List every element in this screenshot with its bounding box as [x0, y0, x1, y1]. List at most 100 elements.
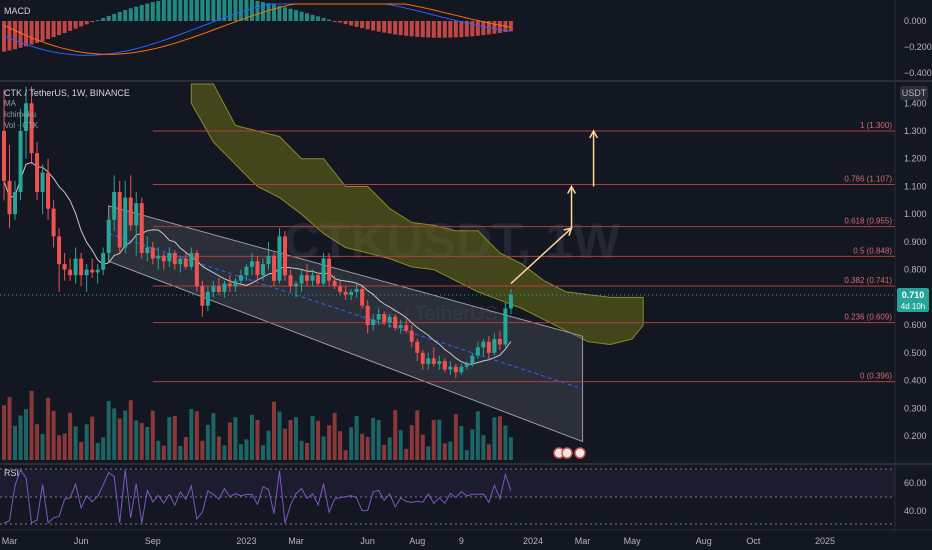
macd-histogram-bar [343, 21, 348, 25]
legend-ichimoku: Ichimoku [4, 110, 36, 119]
macd-histogram-bar [299, 11, 304, 21]
volume-bar [238, 444, 243, 460]
ichimoku-cloud [190, 83, 644, 346]
volume-bar [167, 417, 172, 460]
volume-bar [271, 401, 276, 460]
cloud-area [190, 83, 644, 346]
volume-bar [354, 415, 359, 460]
volume-bar [393, 410, 398, 460]
event-icons[interactable] [553, 447, 586, 459]
macd-histogram-bar [156, 0, 161, 22]
macd-histogram-bar [492, 21, 497, 34]
macd-histogram-bar [310, 14, 315, 21]
price-tick-label: 0.400 [904, 376, 927, 386]
price-tick-label: 1.200 [904, 154, 927, 164]
macd-histogram-bar [332, 21, 337, 22]
candle-body [244, 266, 249, 276]
volume-bar [310, 416, 315, 460]
time-axis-label: 2024 [523, 536, 543, 546]
volume-bar [305, 443, 310, 460]
volume-bar [459, 425, 464, 460]
volume-bar [46, 397, 51, 460]
volume-bar [183, 437, 188, 460]
currency-badge[interactable] [900, 86, 928, 100]
target-arrow-head [567, 184, 577, 194]
macd-histogram-bar [288, 8, 293, 21]
event-flag-icon[interactable] [561, 447, 573, 459]
candle-body [150, 247, 155, 259]
macd-histogram-bar [57, 21, 62, 36]
time-axis-label: Aug [696, 536, 712, 546]
price-tick-label: 1.000 [904, 209, 927, 219]
macd-histogram-bar [29, 21, 34, 45]
macd-histogram-bar [73, 21, 78, 29]
volume-bar [200, 440, 205, 460]
volume-bar [205, 424, 210, 460]
candle-body [376, 314, 381, 320]
macd-histogram-bar [200, 0, 205, 21]
volume-bar [475, 411, 480, 460]
volume-bar [294, 417, 299, 460]
volume-bar [332, 412, 337, 460]
volume-bar [398, 430, 403, 460]
rsi-label: RSI [4, 468, 19, 478]
candle-body [365, 305, 370, 326]
volume-bar [40, 433, 45, 460]
candle-body [354, 289, 359, 292]
volume-bar [156, 440, 161, 460]
price-tick-label: 1.300 [904, 126, 927, 136]
macd-histogram-bar [271, 4, 276, 21]
price-tick-label: 0.500 [904, 348, 927, 358]
candle-body [2, 131, 6, 181]
macd-histogram-bar [481, 21, 486, 36]
macd-histogram-bar [376, 21, 381, 32]
time-axis-label: 9 [459, 536, 464, 546]
macd-histogram-bar [167, 0, 172, 21]
rsi-tick-label: 40.00 [904, 506, 927, 516]
candle-body [68, 269, 73, 276]
last-price-badge [897, 288, 929, 312]
macd-histogram-bar [227, 0, 232, 22]
macd-histogram-bar [442, 21, 447, 38]
candle-body [310, 275, 315, 281]
volume-bar [62, 433, 67, 460]
volume-bar [24, 409, 29, 460]
macd-histogram-bar [145, 3, 150, 22]
volume-bar [145, 426, 150, 460]
time-axis-label: Sep [145, 536, 161, 546]
macd-histogram-bar [283, 7, 288, 22]
candle-body [73, 258, 78, 276]
candle-body [393, 316, 398, 328]
candle-body [24, 103, 29, 131]
macd-histogram-bar [84, 21, 89, 25]
candle-body [464, 363, 469, 367]
volume-bar [470, 429, 475, 460]
volume-bar [409, 425, 414, 460]
volume-bar [260, 445, 265, 460]
event-flag-icon[interactable] [574, 447, 586, 459]
candle-body [266, 255, 271, 265]
candle-body [371, 319, 376, 326]
macd-histogram-bar [393, 21, 398, 35]
macd-histogram-bar [117, 11, 122, 21]
volume-bar [222, 445, 227, 460]
macd-histogram-bar [327, 19, 332, 21]
volume-bar [194, 411, 199, 460]
candle-body [316, 275, 321, 284]
macd-histogram-bar [194, 0, 199, 22]
macd-tick-label: 0.000 [904, 16, 927, 26]
volume-bar [216, 436, 221, 460]
macd-histogram-bar [354, 21, 359, 27]
candle-body [321, 258, 326, 284]
channel-midline [108, 233, 583, 390]
volume-bar [299, 440, 304, 460]
macd-histogram-bar [40, 21, 45, 42]
rsi-band [0, 469, 895, 497]
volume-bar [283, 428, 288, 460]
legend-ma: MA [4, 99, 17, 108]
fib-level-label: 1 (1.300) [860, 121, 892, 130]
volume-bars [2, 390, 513, 460]
candle-body [211, 286, 216, 292]
candle-body [46, 172, 51, 209]
volume-bar [376, 420, 381, 460]
